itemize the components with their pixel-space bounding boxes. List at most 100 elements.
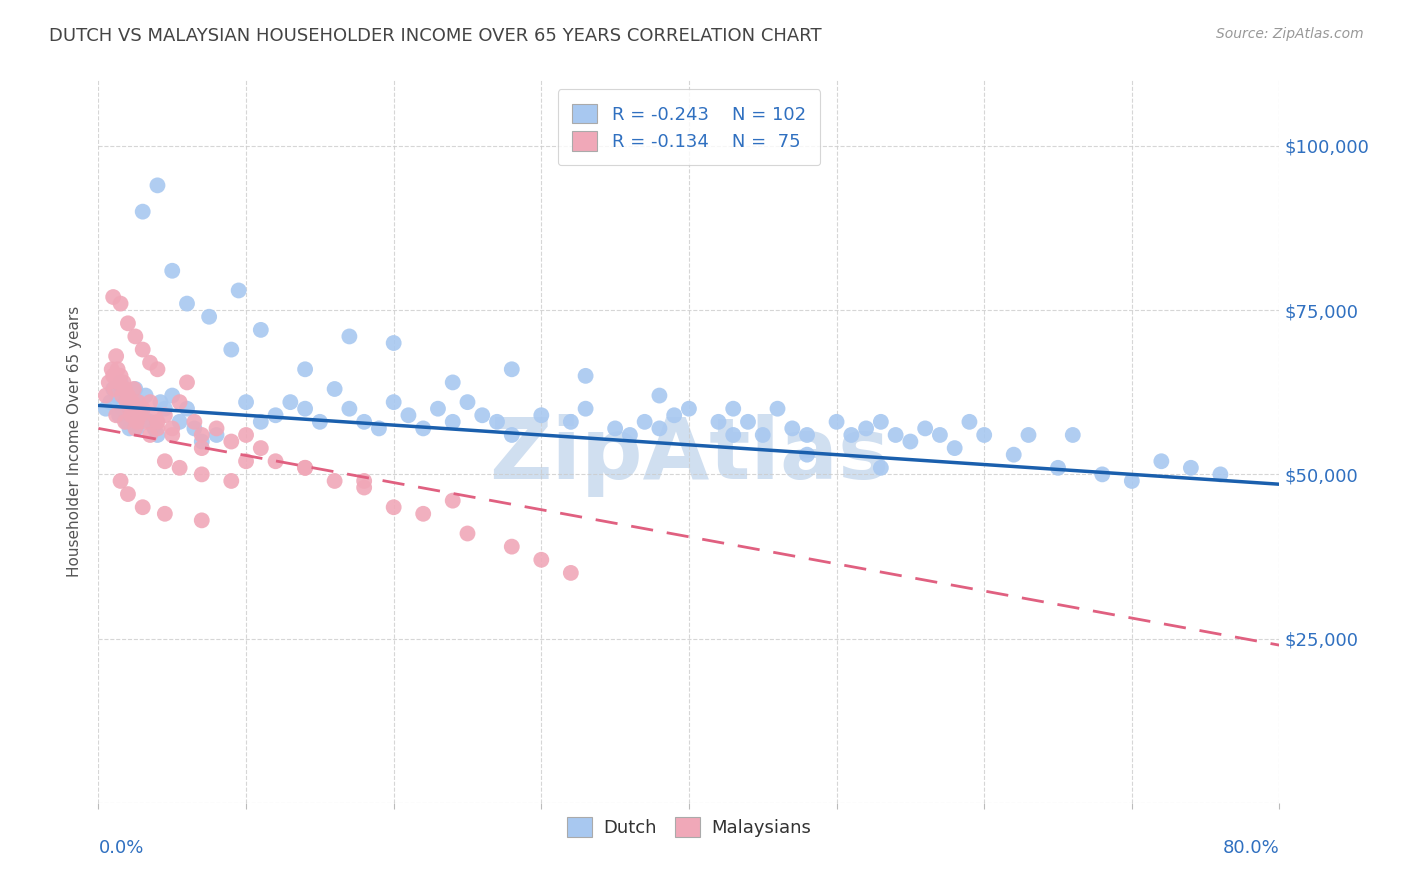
Point (530, 409, 553, 423)
Point (139, 356, 162, 370)
Point (162, 388, 183, 402)
Point (169, 460, 191, 475)
Point (118, 421, 141, 435)
Point (1150, 454, 1173, 468)
Point (412, 507, 434, 521)
Point (457, 526, 479, 541)
Point (560, 415, 582, 429)
Point (501, 540, 523, 554)
Point (353, 481, 375, 495)
Legend: Dutch, Malaysians: Dutch, Malaysians (560, 810, 818, 845)
Point (117, 388, 139, 402)
Point (117, 401, 139, 416)
Point (560, 566, 582, 580)
Point (723, 401, 745, 416)
Point (124, 329, 146, 343)
Point (97, 376, 120, 390)
Point (176, 296, 198, 310)
Point (605, 421, 627, 435)
Point (294, 362, 316, 376)
Point (228, 284, 250, 298)
Point (143, 409, 166, 423)
Point (855, 421, 877, 435)
Point (98, 395, 121, 409)
Point (110, 368, 132, 383)
Point (125, 415, 148, 429)
Point (382, 395, 405, 409)
Point (294, 401, 316, 416)
Point (1091, 467, 1114, 482)
Point (125, 421, 148, 435)
Point (441, 415, 464, 429)
Point (398, 409, 420, 423)
Point (198, 310, 221, 324)
Point (191, 513, 214, 527)
Point (110, 376, 132, 390)
Point (132, 500, 155, 515)
Point (114, 388, 136, 402)
Point (183, 421, 205, 435)
Point (707, 415, 730, 429)
Point (723, 428, 745, 442)
Point (176, 401, 198, 416)
Point (796, 428, 818, 442)
Point (221, 474, 243, 488)
Point (235, 395, 257, 409)
Point (104, 382, 127, 396)
Point (1047, 460, 1070, 475)
Point (648, 421, 671, 435)
Point (191, 434, 214, 449)
Point (1209, 467, 1232, 482)
Point (153, 507, 176, 521)
Point (973, 428, 995, 442)
Point (782, 421, 804, 435)
Point (176, 376, 198, 390)
Point (162, 428, 183, 442)
Point (339, 329, 361, 343)
Point (766, 401, 789, 416)
Point (235, 454, 257, 468)
Point (575, 401, 598, 416)
Point (412, 421, 434, 435)
Point (678, 401, 700, 416)
Point (146, 428, 169, 442)
Point (108, 409, 131, 423)
Point (121, 409, 143, 423)
Point (105, 388, 128, 402)
Point (634, 415, 657, 429)
Point (884, 428, 907, 442)
Point (353, 474, 375, 488)
Point (914, 421, 936, 435)
Point (441, 376, 464, 390)
Point (143, 421, 166, 435)
Point (457, 395, 479, 409)
Point (264, 454, 287, 468)
Point (382, 500, 405, 515)
Point (221, 434, 243, 449)
Point (153, 454, 176, 468)
Point (169, 415, 191, 429)
Point (120, 395, 142, 409)
Point (353, 415, 375, 429)
Point (103, 368, 125, 383)
Point (501, 362, 523, 376)
Point (132, 409, 155, 423)
Point (128, 401, 150, 416)
Point (870, 415, 893, 429)
Point (105, 409, 128, 423)
Point (146, 362, 169, 376)
Text: Source: ZipAtlas.com: Source: ZipAtlas.com (1216, 27, 1364, 41)
Point (501, 428, 523, 442)
Point (1180, 460, 1202, 475)
Point (294, 460, 316, 475)
Point (841, 428, 863, 442)
Point (323, 474, 346, 488)
Point (118, 401, 141, 416)
Point (191, 467, 214, 482)
Point (1121, 474, 1143, 488)
Point (162, 264, 183, 278)
Point (900, 434, 922, 449)
Point (112, 376, 135, 390)
Point (114, 382, 136, 396)
Point (619, 428, 641, 442)
